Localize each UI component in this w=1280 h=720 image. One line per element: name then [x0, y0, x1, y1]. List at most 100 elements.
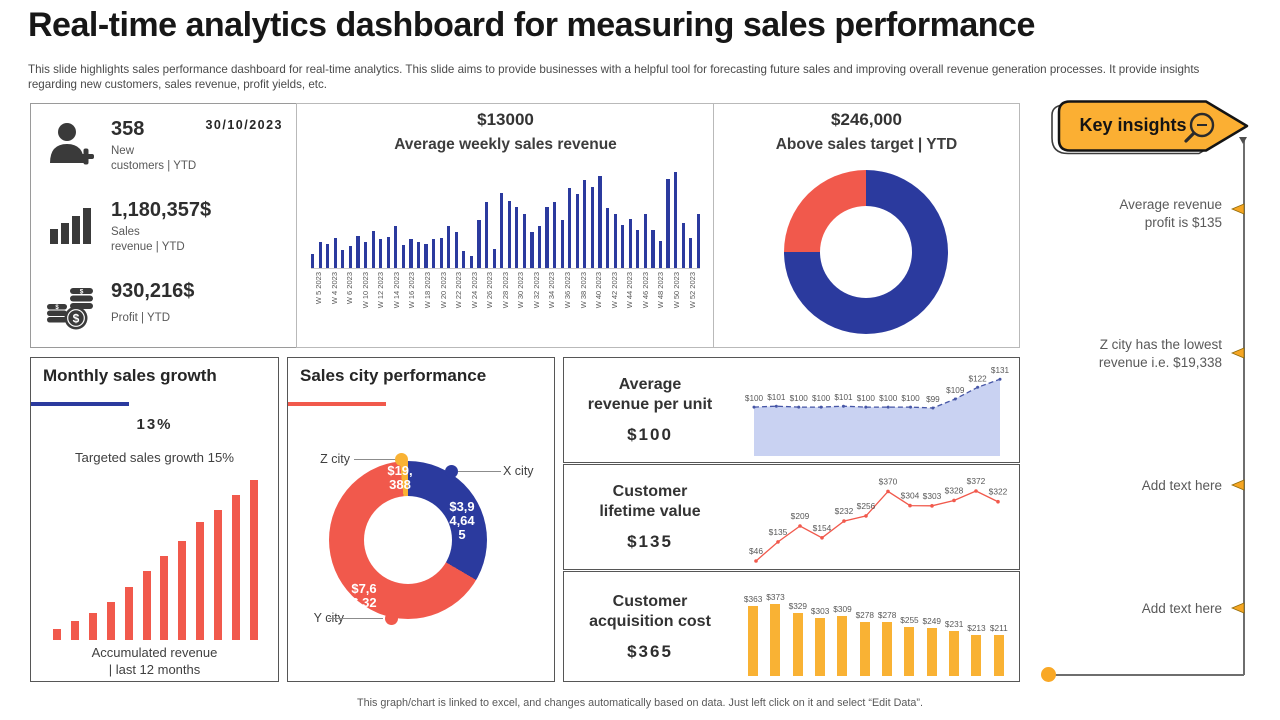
acquisition-bar-group: $363 [742, 576, 764, 676]
weekly-axis-label: W 5 2023 [314, 272, 324, 305]
magnifier-icon [1184, 112, 1215, 143]
weekly-bar [447, 226, 451, 268]
weekly-axis-label: W 10 2023 [360, 272, 370, 309]
acquisition-bar-group: $329 [787, 576, 809, 676]
point-label: $328 [945, 485, 964, 495]
weekly-bar [432, 239, 436, 268]
row-title-line1: Customer [612, 483, 688, 500]
growth-bar [232, 495, 241, 640]
coins-icon: $ $ $ [47, 288, 93, 330]
growth-bar [214, 510, 223, 640]
growth-bar [178, 540, 187, 640]
bar-value-label: $278 [855, 610, 875, 621]
acquisition-bar-group: $373 [764, 576, 786, 676]
acquisition-bar [792, 612, 803, 676]
line-point [776, 540, 780, 544]
point-label: $304 [901, 491, 920, 501]
area-point [819, 405, 823, 409]
weekly-axis-label: W 50 2023 [671, 272, 681, 309]
weekly-bar [553, 201, 557, 268]
weekly-bar [500, 193, 504, 268]
acquisition-bar-group: $278 [876, 576, 898, 676]
line-point [754, 559, 758, 563]
area-point [864, 405, 868, 409]
line-point [798, 524, 802, 528]
acquisition-bar [837, 616, 848, 676]
growth-bar [53, 628, 61, 640]
weekly-axis-label: W 6 2023 [345, 272, 355, 305]
area-point [841, 404, 845, 408]
weekly-bar [318, 242, 322, 268]
target-title: Above sales target | YTD [775, 136, 958, 153]
kpi-panel: 30/10/2023 358 New customers | YTD [30, 103, 298, 348]
target-headline: $246,000 [831, 110, 902, 129]
weekly-bar [356, 235, 360, 268]
area-point [953, 397, 957, 401]
bar-chart-icon [50, 208, 91, 244]
donut-hole [820, 206, 912, 298]
weekly-bar [326, 244, 330, 268]
point-label: $109 [946, 386, 965, 395]
bar-value-label: $373 [766, 592, 785, 602]
line-point [842, 519, 846, 523]
weekly-bar [401, 244, 405, 268]
insight-marker-icon [1231, 203, 1245, 215]
area-line [753, 378, 1001, 409]
footer-note: This graph/chart is linked to excel, and… [357, 697, 923, 709]
bar-value-label: $329 [788, 600, 808, 611]
point-label: $46 [749, 546, 763, 556]
point-label: $100 [879, 394, 898, 403]
weekly-bar [575, 194, 579, 268]
growth-caption: Accumulated revenue | last 12 months [31, 645, 278, 679]
weekly-axis-labels: W 5 2023 W 4 2023 W 6 2023 W 10 2023 W 12 20… [311, 272, 700, 338]
row-title-line2: revenue per unit [587, 396, 713, 413]
acquisition-bar [949, 631, 960, 676]
point-label: $101 [767, 393, 786, 402]
row-title-line1: Customer [612, 592, 688, 610]
kpi-label: Profit | YTD [111, 311, 194, 326]
point-label: $372 [967, 476, 986, 486]
city-donut-chart [329, 461, 487, 619]
weekly-bar [658, 241, 663, 268]
acquisition-bar [926, 627, 937, 676]
weekly-bar [371, 231, 375, 268]
insight-placeholder-2[interactable]: Add text here [1141, 601, 1222, 616]
growth-bar [196, 521, 205, 640]
row-title-line1: Average [618, 376, 682, 393]
weekly-bar [613, 213, 617, 268]
weekly-axis-label: W 22 2023 [454, 272, 464, 309]
title-underline [288, 402, 386, 406]
weekly-bar [598, 175, 602, 268]
kpi-sales-revenue: 1,180,357$ Sales revenue | YTD [45, 199, 211, 255]
point-label: $122 [969, 374, 988, 383]
acquisition-bar-group: $231 [943, 576, 965, 676]
city-performance-panel: Sales city performance $19, 388 $3,9 4,6… [287, 357, 555, 682]
acquisition-bar-group: $255 [898, 576, 920, 676]
weekly-bar [621, 224, 625, 268]
weekly-bar [507, 201, 511, 268]
leader-line [354, 459, 396, 460]
row-title: Customer acquisition cost [589, 592, 711, 632]
insight-marker-icon [1231, 602, 1245, 614]
key-insights-label: Key insights [1079, 115, 1187, 135]
acquisition-bar [770, 604, 781, 676]
area-point [886, 405, 890, 409]
insights-connector-bottom [1052, 674, 1244, 676]
point-label: $99 [926, 395, 940, 404]
callout-z-city: Z city [320, 452, 350, 466]
insight-placeholder-1[interactable]: Add text here [1141, 478, 1222, 493]
svg-text:$: $ [55, 305, 59, 311]
point-label: $100 [901, 394, 920, 403]
monthly-growth-title: Monthly sales growth [43, 366, 217, 385]
kpi-label-line2: revenue | YTD [111, 240, 185, 253]
growth-caption-line1: Accumulated revenue [91, 645, 218, 660]
area-fill [754, 379, 1000, 456]
kpi-label-line1: New [111, 145, 135, 157]
insight-marker-icon [1231, 347, 1245, 359]
weekly-axis-label: W 38 2023 [578, 272, 588, 309]
donut-hole [364, 496, 452, 584]
sales-target-panel: $246,000 Above sales target | YTD [713, 103, 1020, 348]
area-point [752, 405, 756, 409]
insight-marker-icon [1231, 479, 1245, 491]
